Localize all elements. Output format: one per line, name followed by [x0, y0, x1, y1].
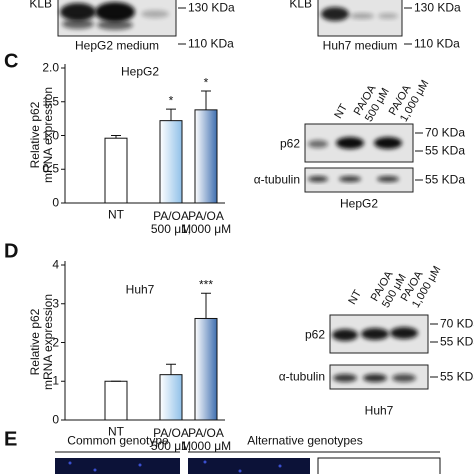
blot-caption: Huh7 medium [322, 38, 398, 53]
blot-band [339, 176, 361, 182]
y-axis-label: Relative p62 mRNA expression [28, 293, 55, 391]
bar [159, 120, 183, 204]
marker-label: 55 KDa [440, 334, 474, 349]
blot-band [333, 374, 357, 382]
significance-label: * [203, 75, 209, 90]
blot-band [95, 2, 135, 22]
blot-band [60, 3, 96, 21]
y-tick-label: 0.5 [42, 161, 59, 176]
marker-label: 110 KDa [414, 36, 460, 51]
panel-label: D [4, 240, 19, 263]
nucleus-dot [238, 469, 242, 473]
nucleus-dot [203, 460, 207, 464]
x-tick-label: PA/OA 500 μM [150, 426, 192, 453]
marker-label: 130 KDa [188, 0, 235, 15]
x-tick-label: NT [108, 207, 124, 222]
nucleus-dot [278, 464, 282, 468]
significance-label: * [168, 93, 174, 108]
nucleus-dot [138, 463, 142, 467]
error-bar [201, 90, 211, 110]
panel-label: E [4, 428, 18, 451]
panel-label: C [4, 50, 19, 73]
y-tick-label: 1.5 [42, 94, 59, 109]
protein-label: KLB [29, 0, 52, 11]
error-bar [166, 363, 176, 375]
blot-band [378, 13, 398, 19]
error-bar [166, 108, 176, 121]
blot-band [336, 137, 364, 149]
blot-band [97, 20, 133, 30]
nucleus-dot [68, 461, 72, 465]
y-tick-label: 2 [52, 335, 59, 349]
row-label: α-tubulin [253, 172, 300, 187]
x-tick-label: PA/OA 1,000 μM [180, 209, 232, 236]
y-tick-label: 4 [52, 257, 59, 272]
blot-band [361, 328, 389, 340]
y-tick-label: 2.0 [42, 60, 59, 75]
blot-band [350, 13, 374, 19]
blot-band [141, 10, 169, 18]
bar [104, 380, 128, 421]
blot-caption: HepG2 medium [74, 38, 160, 53]
column-header: Common genotype [67, 433, 169, 448]
x-tick-label: NT [108, 424, 124, 439]
blot-band [321, 7, 349, 21]
marker-label: 70 KDa [440, 316, 474, 331]
bar [194, 109, 218, 204]
chart-title: HepG2 [120, 64, 160, 79]
blot-caption: HepG2 [339, 196, 379, 211]
error-bar [201, 292, 211, 319]
marker-label: 110 KDa [188, 36, 234, 51]
micrograph [188, 458, 310, 474]
chart-title: Huh7 [125, 282, 155, 297]
column-header: Alternative genotypes [247, 433, 363, 448]
marker-label: 55 KDa [425, 172, 466, 187]
bar [104, 137, 128, 204]
blot-band [377, 176, 399, 182]
blot-band [392, 374, 416, 382]
marker-label: 130 KDa [414, 0, 461, 15]
y-tick-label: 3 [52, 296, 59, 311]
micrograph [55, 458, 180, 474]
row-label: p62 [279, 136, 300, 151]
significance-label: *** [198, 277, 214, 292]
x-tick-label: PA/OA 1,000 μM [180, 426, 232, 453]
y-tick-label: 1 [52, 373, 59, 388]
blot-band [308, 176, 328, 182]
row-label: α-tubulin [278, 369, 325, 384]
protein-label: KLB [289, 0, 312, 11]
bar [159, 374, 183, 421]
marker-label: 55 KDa [425, 143, 466, 158]
blot-band [332, 329, 358, 341]
blot-band [308, 140, 328, 148]
x-tick-label: PA/OA 500 μM [150, 209, 192, 236]
micrograph [317, 457, 441, 474]
marker-label: 55 KDa [440, 369, 474, 384]
blot-band [62, 19, 94, 29]
blot-band [390, 327, 418, 339]
y-tick-label: 1.0 [42, 128, 59, 142]
blot-band [374, 137, 402, 149]
row-label: p62 [304, 327, 325, 342]
marker-label: 70 KDa [425, 125, 466, 140]
blot-caption: Huh7 [364, 403, 394, 418]
error-bar [111, 135, 121, 139]
bar [194, 317, 218, 421]
nucleus-dot [93, 468, 97, 472]
blot-band [363, 374, 387, 382]
y-tick-label: 0 [52, 412, 59, 427]
y-tick-label: 0 [52, 195, 59, 210]
